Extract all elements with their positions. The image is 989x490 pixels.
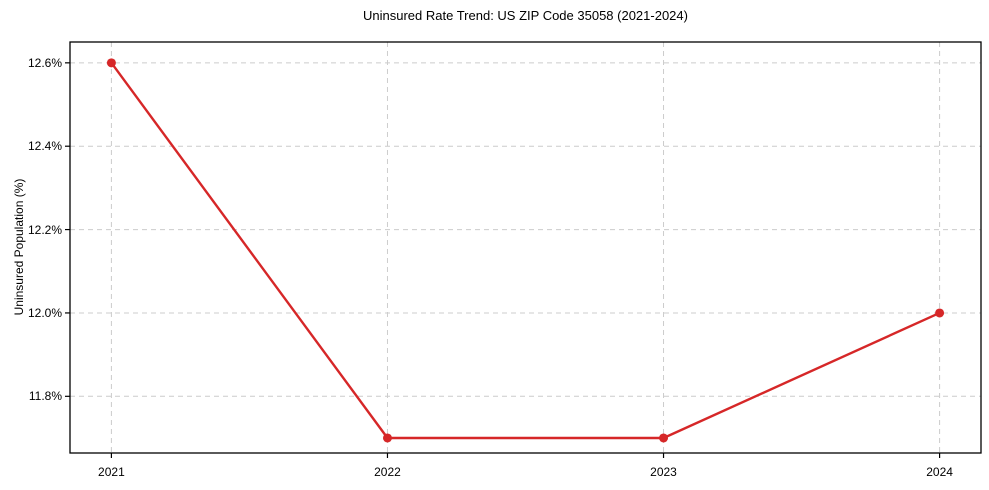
- data-line: [110, 61, 941, 440]
- y-tick-label: 11.8%: [28, 389, 62, 404]
- y-tick-label: 12.0%: [27, 305, 62, 320]
- data-point-2021: [106, 58, 116, 68]
- x-tick-label: 2024: [926, 465, 953, 479]
- data-point-2022: [382, 433, 392, 443]
- x-tick-label: 2021: [98, 465, 125, 479]
- y-tick-label: 12.2%: [27, 222, 62, 237]
- data-point-2024: [935, 308, 945, 318]
- x-tick-label: 2022: [374, 465, 401, 479]
- x-tick-label: 2023: [650, 465, 677, 479]
- data-point-2023: [659, 433, 669, 443]
- y-tick-label: 12.6%: [27, 55, 62, 70]
- chart-title: Uninsured Rate Trend: US ZIP Code 35058 …: [363, 8, 688, 23]
- plot-border: [69, 41, 982, 454]
- y-tick-label: 12.4%: [27, 139, 62, 154]
